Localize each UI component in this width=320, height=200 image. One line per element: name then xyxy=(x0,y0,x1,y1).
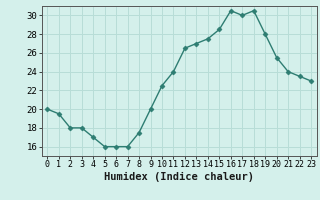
X-axis label: Humidex (Indice chaleur): Humidex (Indice chaleur) xyxy=(104,172,254,182)
